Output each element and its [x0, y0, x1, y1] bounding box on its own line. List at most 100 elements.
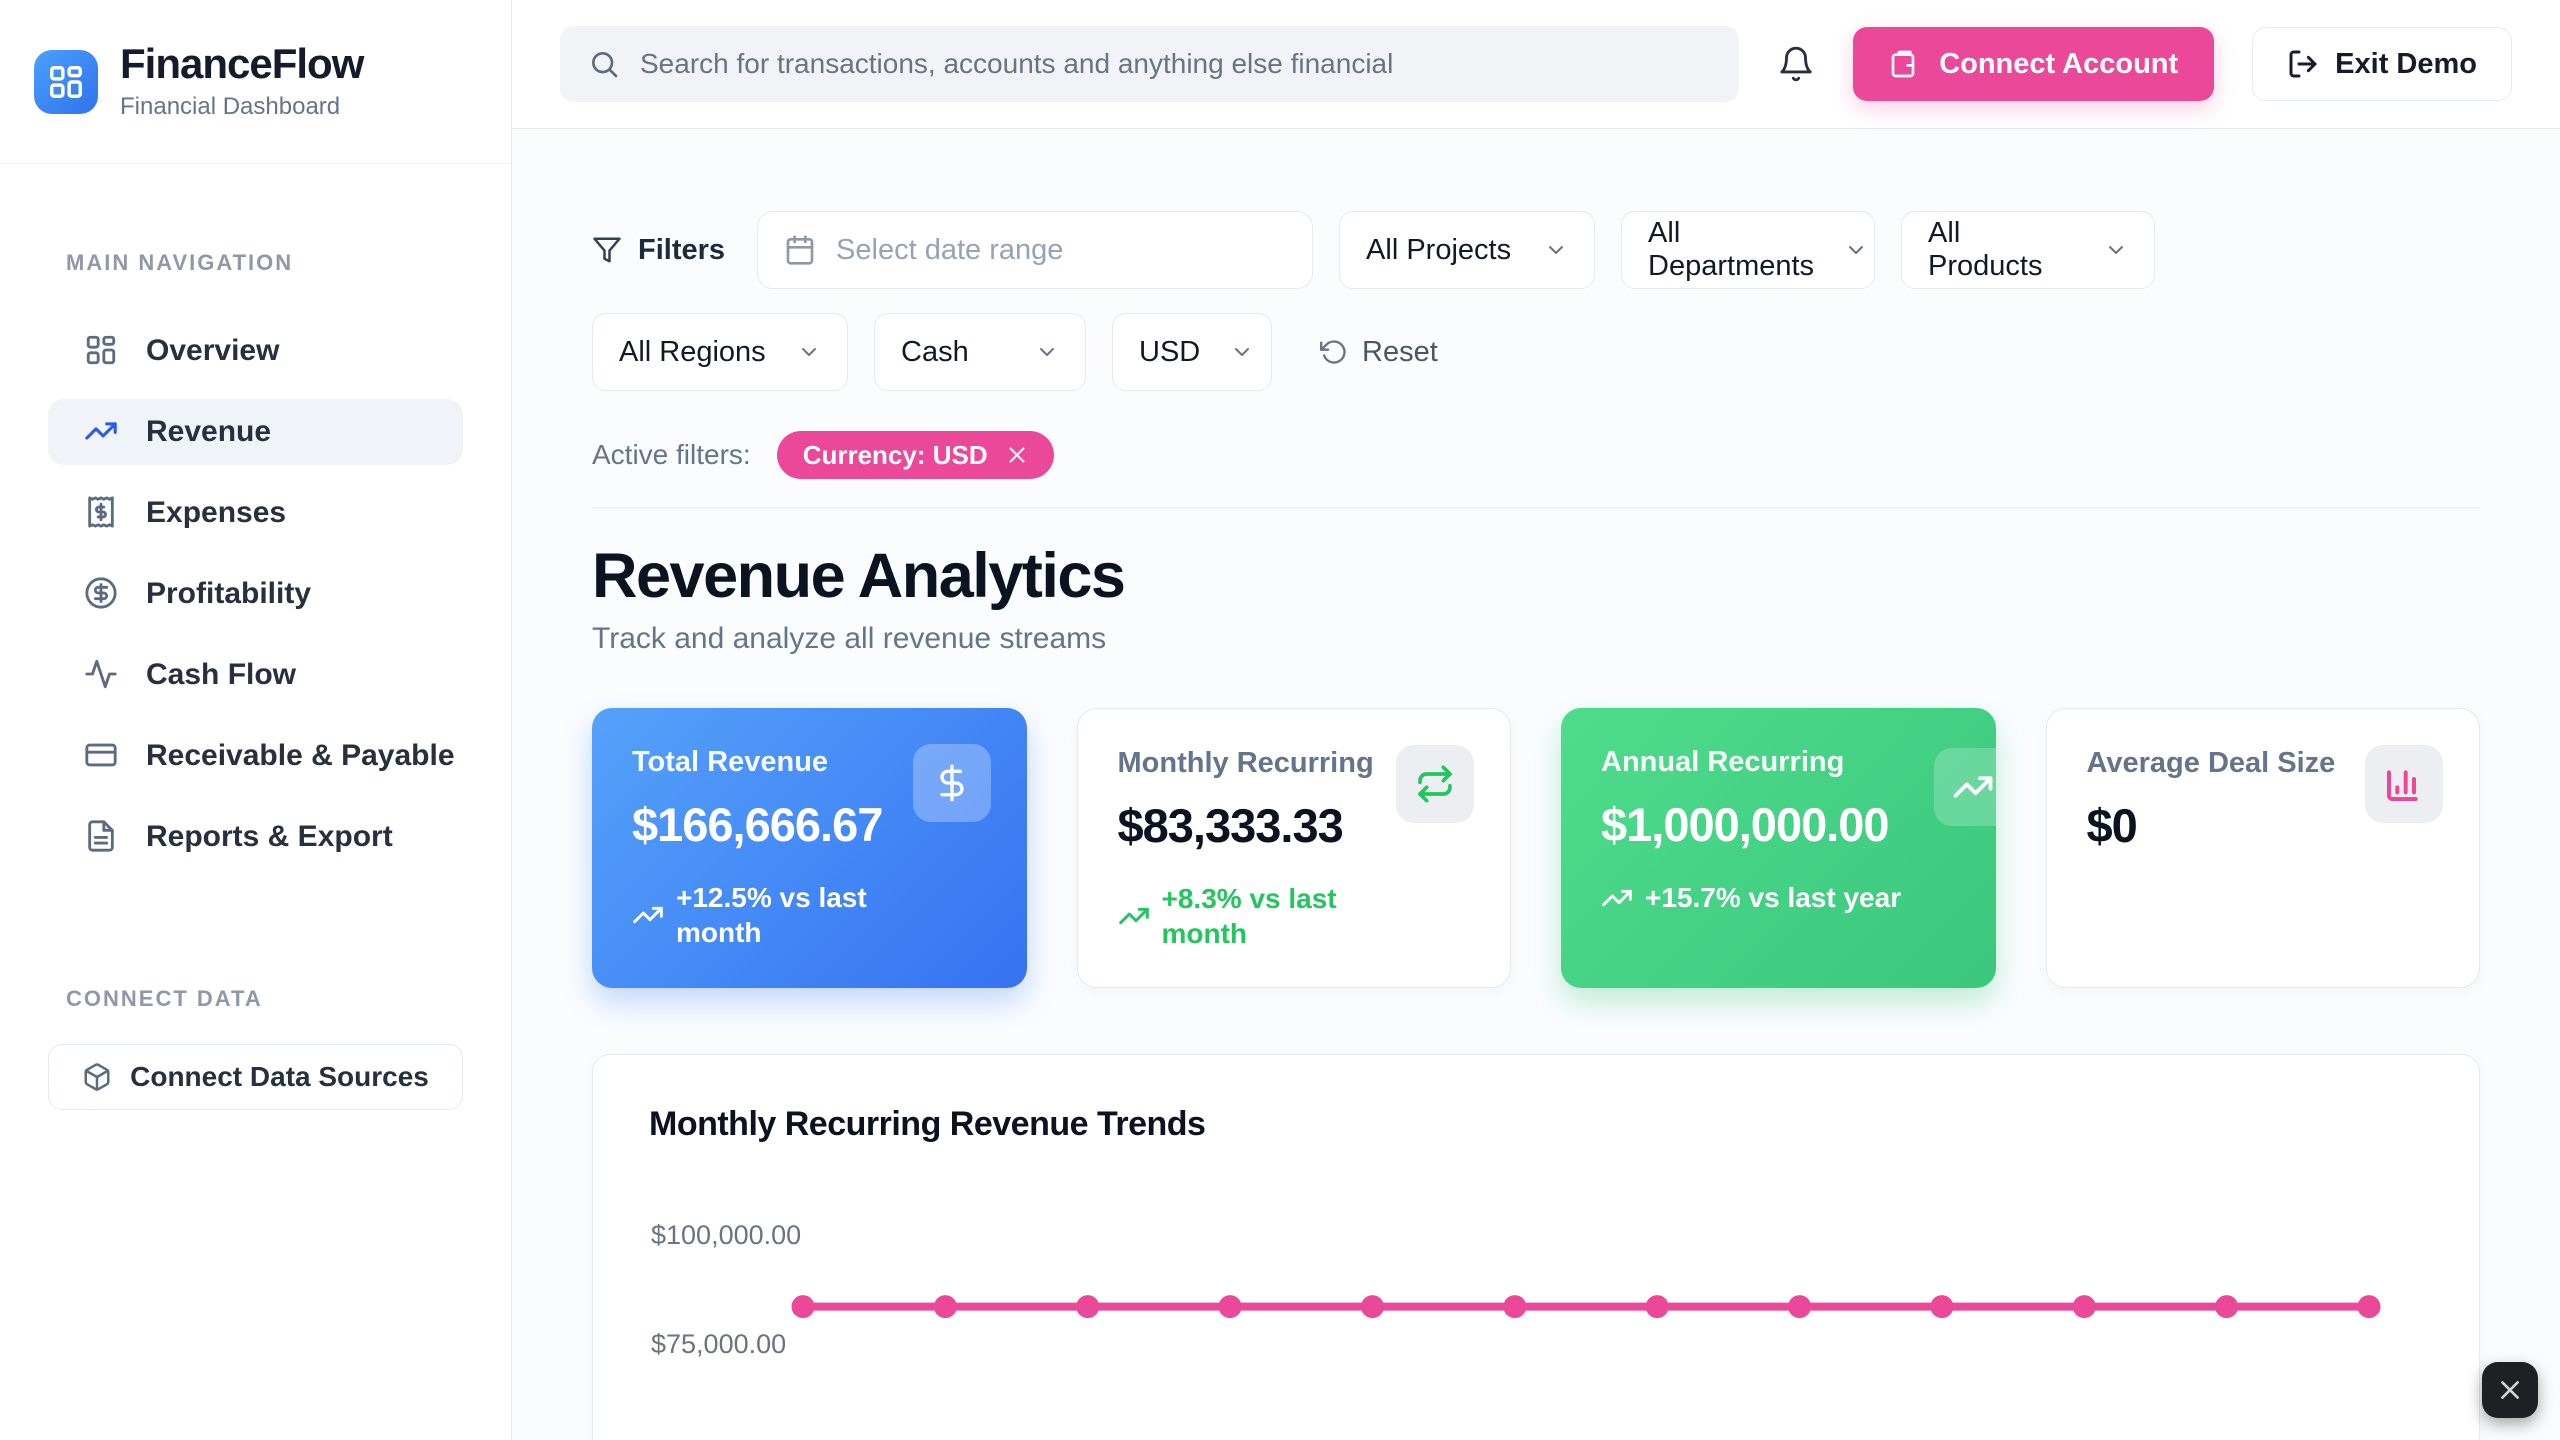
filters-bar-row-1: Filters All Projects All Departments All…: [592, 211, 2480, 289]
close-icon: [2497, 1377, 2523, 1403]
sidebar-item-label: Reports & Export: [146, 820, 393, 853]
app-tagline: Financial Dashboard: [120, 92, 341, 120]
chevron-down-icon: [1035, 340, 1059, 364]
sidebar-item-cash-flow[interactable]: Cash Flow: [48, 642, 463, 708]
metric-card-average-deal-size: Average Deal Size $0: [2045, 708, 2480, 988]
sidebar-item-label: Receivable & Payable: [146, 739, 455, 772]
exit-demo-button[interactable]: Exit Demo: [2252, 27, 2512, 101]
metric-title: Average Deal Size: [2086, 747, 2336, 779]
trend-up-icon: [1118, 900, 1150, 932]
chip-label: Currency: USD: [802, 439, 988, 470]
logout-icon: [2287, 48, 2319, 80]
regions-select-value: All Regions: [619, 335, 766, 368]
search-icon: [588, 48, 620, 80]
bar-chart-icon: [2365, 745, 2443, 823]
notifications-button[interactable]: [1777, 45, 1815, 83]
sidebar-item-label: Profitability: [146, 577, 312, 610]
calendar-icon: [784, 234, 816, 266]
date-range-input[interactable]: [836, 233, 1287, 267]
currency-select-value: USD: [1139, 335, 1201, 368]
circle-dollar-icon: [84, 576, 120, 612]
regions-select[interactable]: All Regions: [592, 313, 848, 391]
sidebar-item-receivable-payable[interactable]: Receivable & Payable: [48, 723, 463, 789]
payment-type-select[interactable]: Cash: [874, 313, 1086, 391]
funnel-icon: [592, 235, 622, 265]
activity-icon: [84, 657, 120, 693]
bell-icon: [1777, 45, 1815, 83]
global-search[interactable]: [560, 26, 1740, 102]
connect-data-sources-label: Connect Data Sources: [130, 1061, 429, 1092]
metric-value: $83,333.33: [1117, 799, 1344, 852]
projects-select[interactable]: All Projects: [1339, 211, 1596, 289]
reset-label: Reset: [1362, 335, 1438, 368]
metric-card-total-revenue: Total Revenue $166,666.67 +12.5% vs last…: [592, 708, 1027, 988]
metric-trend: +12.5% vs last month: [632, 880, 987, 950]
date-range-picker[interactable]: [757, 211, 1314, 289]
svg-text:$75,000.00: $75,000.00: [651, 1329, 786, 1359]
filters-label: Filters: [638, 233, 726, 266]
receipt-icon: [84, 495, 120, 531]
chart-title: Monthly Recurring Revenue Trends: [649, 1105, 1206, 1143]
section-divider: [592, 507, 2480, 508]
connect-data-header: CONNECT DATA: [66, 986, 263, 1011]
sidebar-item-label: Overview: [146, 334, 280, 367]
close-icon[interactable]: [1006, 444, 1028, 466]
trend-chart-card: Monthly Recurring Revenue Trends $100,00…: [592, 1054, 2480, 1440]
active-filter-chip-currency[interactable]: Currency: USD: [776, 431, 1054, 479]
metric-value: $1,000,000.00: [1601, 798, 1890, 851]
payment-type-select-value: Cash: [901, 335, 969, 368]
sidebar: FinanceFlow Financial Dashboard MAIN NAV…: [0, 0, 512, 1440]
reset-filters-button[interactable]: Reset: [1320, 336, 1438, 369]
trend-text: +12.5% vs last month: [676, 882, 867, 948]
metric-title: Annual Recurring: [1601, 746, 1845, 778]
credit-card-icon: [84, 738, 120, 774]
filters-bar-row-2: All Regions Cash USD Reset: [592, 313, 2480, 391]
chevron-down-icon: [2104, 238, 2128, 262]
sidebar-item-label: Revenue: [146, 415, 272, 448]
metric-value: $166,666.67: [632, 798, 883, 851]
main-navigation: Overview Revenue Expenses Profitability …: [0, 318, 511, 870]
app-title: FinanceFlow: [120, 40, 364, 88]
rotate-ccw-icon: [1320, 338, 1348, 366]
app-logo: [34, 49, 98, 114]
sidebar-item-overview[interactable]: Overview: [48, 318, 463, 384]
sidebar-item-label: Expenses: [146, 496, 287, 529]
svg-text:$100,000.00: $100,000.00: [651, 1220, 801, 1250]
page-subtitle: Track and analyze all revenue streams: [592, 622, 1107, 655]
overlay-close-button[interactable]: [2482, 1362, 2538, 1418]
metric-card-annual-recurring: Annual Recurring $1,000,000.00 +15.7% vs…: [1561, 708, 1996, 988]
metric-value: $0: [2086, 799, 2138, 852]
connect-data-sources-button[interactable]: Connect Data Sources: [48, 1044, 463, 1110]
departments-select-value: All Departments: [1648, 217, 1815, 282]
products-select[interactable]: All Products: [1901, 211, 2156, 289]
search-input[interactable]: [640, 48, 1712, 80]
sidebar-item-label: Cash Flow: [146, 658, 297, 691]
sidebar-item-expenses[interactable]: Expenses: [48, 480, 463, 546]
metric-card-monthly-recurring: Monthly Recurring $83,333.33 +8.3% vs la…: [1076, 708, 1511, 988]
trending-up-icon: [84, 414, 120, 450]
departments-select[interactable]: All Departments: [1621, 211, 1876, 289]
brand: FinanceFlow Financial Dashboard: [0, 0, 511, 164]
trend-text: +15.7% vs last year: [1645, 882, 1902, 913]
sidebar-item-revenue[interactable]: Revenue: [48, 399, 463, 465]
projects-select-value: All Projects: [1366, 233, 1512, 266]
topbar: Connect Account Exit Demo: [512, 0, 2560, 129]
metric-title: Monthly Recurring: [1117, 747, 1374, 779]
trend-text: +8.3% vs last month: [1161, 883, 1337, 949]
dollar-icon: [912, 744, 991, 822]
chevron-down-icon: [1230, 340, 1254, 364]
filters-toggle[interactable]: Filters: [592, 234, 725, 267]
metric-trend: +8.3% vs last month: [1118, 881, 1471, 951]
dashboard-grid-icon: [47, 63, 85, 101]
trend-up-icon: [632, 899, 664, 931]
products-select-value: All Products: [1928, 217, 2043, 282]
trending-up-icon: [1933, 748, 1996, 826]
exit-demo-label: Exit Demo: [2335, 47, 2477, 80]
currency-select[interactable]: USD: [1112, 313, 1272, 391]
connect-account-button[interactable]: Connect Account: [1853, 27, 2215, 101]
main-content: Filters All Projects All Departments All…: [512, 129, 2560, 1440]
nav-section-header: MAIN NAVIGATION: [66, 250, 294, 275]
sidebar-item-profitability[interactable]: Profitability: [48, 561, 463, 627]
metric-cards: Total Revenue $166,666.67 +12.5% vs last…: [592, 708, 2480, 988]
sidebar-item-reports-export[interactable]: Reports & Export: [48, 804, 463, 870]
